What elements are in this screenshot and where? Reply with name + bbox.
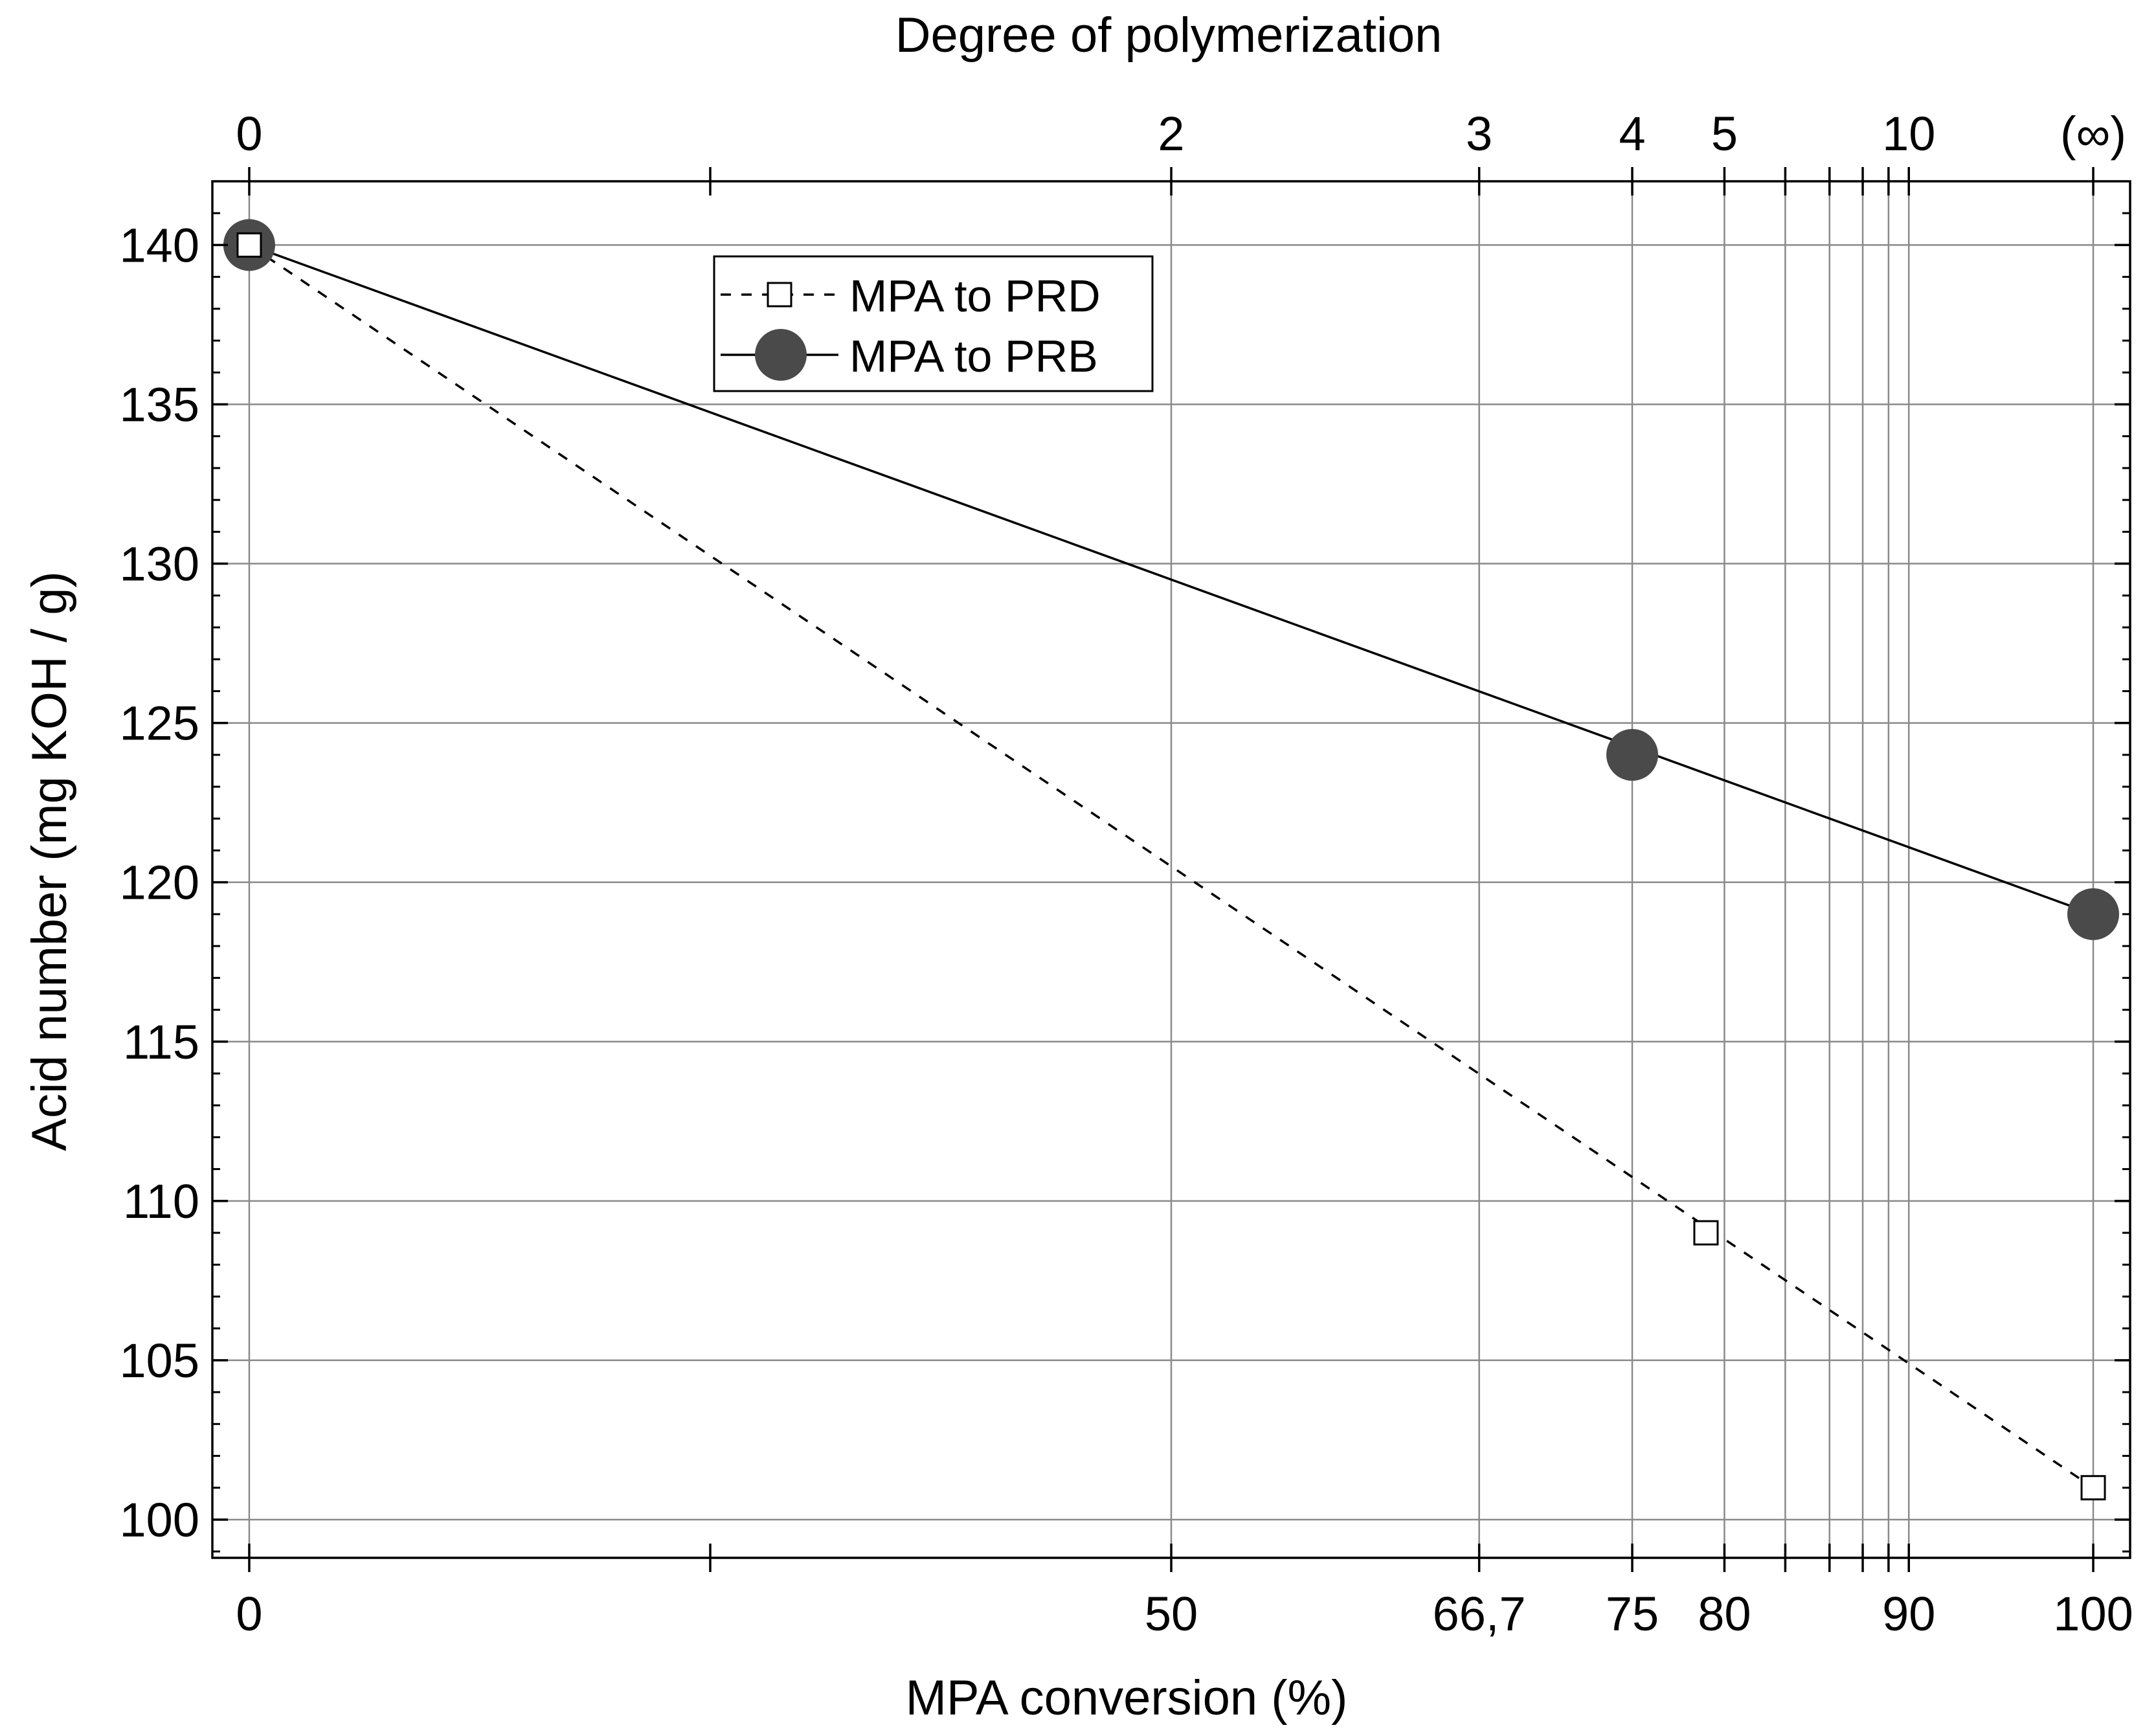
top-tick-label: (∞) — [2060, 107, 2126, 161]
grid-lines — [212, 181, 2130, 1558]
x-axis-title: MPA conversion (%) — [906, 1670, 1348, 1726]
data-point-prd — [2080, 1475, 2106, 1501]
x-tick-label: 50 — [1145, 1587, 1198, 1641]
x-tick-label: 100 — [2053, 1587, 2133, 1641]
data-point-prb — [2067, 888, 2120, 940]
data-point-prb — [1606, 728, 1659, 781]
y-tick-label: 110 — [123, 1175, 199, 1228]
data-point-prd — [236, 232, 262, 258]
top-tick-label: 0 — [236, 107, 262, 161]
y-tick-label: 125 — [120, 697, 199, 750]
y-tick-label: 105 — [120, 1334, 199, 1388]
y-tick-label: 120 — [120, 856, 199, 910]
top-tick-label: 5 — [1711, 107, 1738, 161]
x-tick-label: 90 — [1882, 1587, 1935, 1641]
plot-series — [223, 219, 2120, 1501]
y-tick-label: 140 — [120, 218, 199, 272]
legend-prb-marker — [755, 329, 807, 381]
top-axis-title: Degree of polymerization — [895, 8, 1443, 63]
top-tick-label: 2 — [1158, 107, 1184, 161]
top-tick-label: 3 — [1466, 107, 1492, 161]
data-point-prd — [1693, 1220, 1719, 1246]
top-tick-label: 4 — [1619, 107, 1645, 161]
x-tick-label: 75 — [1606, 1587, 1659, 1641]
x-tick-label: 0 — [236, 1587, 262, 1641]
legend-prb-label: MPA to PRB — [849, 331, 1098, 381]
series-line-1 — [249, 243, 2094, 916]
y-tick-label: 115 — [123, 1015, 199, 1069]
x-tick-label: 66,7 — [1433, 1587, 1526, 1641]
y-axis-title: Acid number (mg KOH / g) — [22, 571, 77, 1151]
top-tick-label: 10 — [1882, 107, 1935, 161]
x-tick-label: 80 — [1698, 1587, 1751, 1641]
y-tick-label: 135 — [120, 377, 199, 431]
legend-prd-label: MPA to PRD — [849, 271, 1101, 321]
y-tick-label: 100 — [120, 1493, 199, 1547]
legend-prd-marker — [767, 282, 792, 308]
y-tick-label: 130 — [120, 537, 199, 591]
series-line-0 — [248, 243, 2094, 1489]
legend: MPA to PRD MPA to PRB — [713, 255, 1154, 392]
